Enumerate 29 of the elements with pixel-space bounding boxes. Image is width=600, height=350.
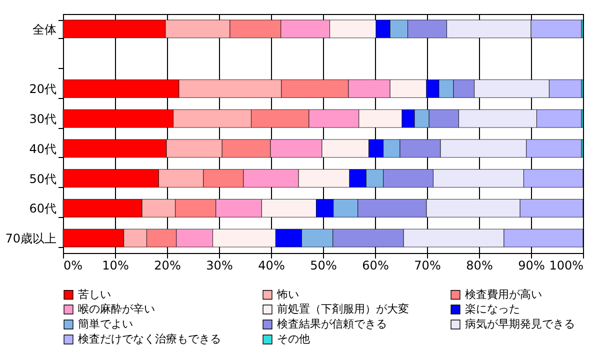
x-tick-label: 30% <box>206 258 233 272</box>
legend-label: 楽になった <box>465 302 520 316</box>
legend-label: 苦しい <box>78 288 111 301</box>
legend-label: 検査結果が信頼できる <box>277 318 387 330</box>
y-tick-label: 30代 <box>29 112 56 126</box>
legend-label: 検査費用が高い <box>465 288 542 301</box>
y-tick-label: 40代 <box>29 142 56 156</box>
x-tick-label: 20% <box>154 258 181 272</box>
x-tick-label: 80% <box>466 258 493 272</box>
legend-label: 簡単でよい <box>78 318 133 330</box>
y-tick-label: 70歳以上 <box>5 232 56 246</box>
legend-label: 喉の麻酔が辛い <box>78 302 155 316</box>
x-tick-label: 0% <box>64 258 83 272</box>
legend-label: 検査だけでなく治療もできる <box>78 332 221 346</box>
x-tick-label: 40% <box>258 258 285 272</box>
legend-label: 前処置（下剤服用）が大変 <box>277 302 409 316</box>
legend-label: 怖い <box>276 288 299 301</box>
y-tick-label: 60代 <box>29 202 56 216</box>
legend-label: 病気が早期発見できる <box>465 318 575 330</box>
x-tick-label: 60% <box>362 258 389 272</box>
y-tick-label: 全体 <box>32 22 56 36</box>
x-tick-label: 70% <box>414 258 441 272</box>
y-tick-label: 50代 <box>29 172 56 186</box>
x-tick-label: 10% <box>102 258 129 272</box>
x-tick-label: 90% <box>518 258 545 272</box>
x-tick-label: 50% <box>310 258 337 272</box>
x-tick-label: 100% <box>549 258 584 272</box>
y-tick-label: 20代 <box>29 82 56 96</box>
legend-label: その他 <box>277 332 310 346</box>
